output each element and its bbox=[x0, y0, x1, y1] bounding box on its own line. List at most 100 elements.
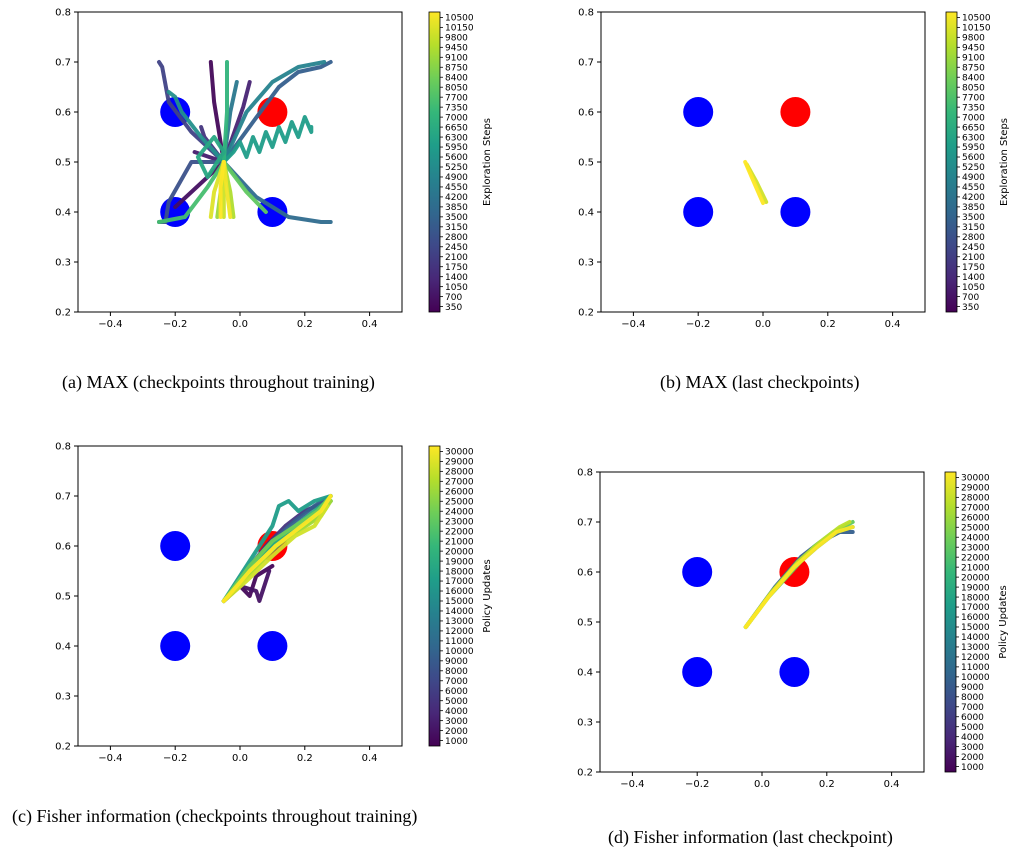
colorbar-tick-label: 3000 bbox=[961, 743, 984, 753]
y-tick-label: 0.2 bbox=[578, 308, 594, 319]
y-tick-label: 0.3 bbox=[578, 258, 594, 269]
colorbar-tick-label: 9800 bbox=[962, 34, 985, 44]
y-tick-label: 0.3 bbox=[577, 718, 593, 729]
colorbar-tick-label: 21000 bbox=[961, 563, 990, 573]
colorbar-tick-label: 11000 bbox=[445, 637, 474, 647]
colorbar-tick-label: 8000 bbox=[445, 667, 468, 677]
x-tick-label: 0.2 bbox=[819, 779, 835, 790]
x-tick-label: 0.0 bbox=[755, 319, 771, 330]
trajectory-line bbox=[743, 160, 765, 205]
colorbar-tick-label: 25000 bbox=[445, 497, 474, 507]
colorbar-tick-label: 13000 bbox=[445, 617, 474, 627]
y-tick-label: 0.5 bbox=[578, 158, 594, 169]
colorbar-tick-label: 10000 bbox=[961, 673, 990, 683]
colorbar-label: Policy Updates bbox=[482, 559, 493, 632]
y-tick-label: 0.4 bbox=[55, 208, 71, 219]
colorbar-tick-label: 4550 bbox=[445, 183, 468, 193]
colorbar-tick-label: 3850 bbox=[962, 203, 985, 213]
colorbar-tick-label: 23000 bbox=[445, 517, 474, 527]
colorbar-tick-label: 3500 bbox=[962, 213, 985, 223]
colorbar-tick-label: 3850 bbox=[445, 203, 468, 213]
y-tick-label: 0.3 bbox=[55, 692, 71, 703]
trajectory-line bbox=[221, 115, 314, 164]
trajectory-line bbox=[221, 60, 327, 164]
colorbar-tick-label: 4000 bbox=[961, 733, 984, 743]
colorbar-tick-label: 15000 bbox=[961, 623, 990, 633]
goal-circle bbox=[780, 97, 811, 127]
colorbar-tick-label: 1750 bbox=[962, 263, 985, 273]
colorbar-tick-label: 4000 bbox=[445, 707, 468, 717]
colorbar-tick-label: 1050 bbox=[962, 283, 985, 293]
colorbar-label: Exploration Steps bbox=[482, 118, 493, 206]
colorbar-tick-label: 25000 bbox=[961, 523, 990, 533]
x-tick-label: 0.2 bbox=[297, 319, 313, 330]
obstacle-circle bbox=[160, 631, 191, 661]
y-tick-label: 0.6 bbox=[55, 108, 71, 119]
y-tick-label: 0.3 bbox=[55, 258, 71, 269]
colorbar-tick-label: 18000 bbox=[445, 567, 474, 577]
panel-d: −0.4 −0.2 0.0 0.2 0.4 0.2 0.3 0.4 0.5 0.6 0.7 0.8 10… bbox=[577, 468, 1009, 791]
trajectory-line bbox=[157, 160, 226, 224]
colorbar-tick-label: 3150 bbox=[445, 223, 468, 233]
colorbar-tick-label: 8050 bbox=[445, 83, 468, 93]
trajectory-line bbox=[218, 160, 226, 219]
obstacle-circle bbox=[683, 97, 714, 127]
colorbar-tick-label: 8000 bbox=[961, 693, 984, 703]
y-tick-label: 0.5 bbox=[55, 592, 71, 603]
colorbar-tick-label: 9100 bbox=[445, 53, 468, 63]
trajectory-line bbox=[221, 160, 333, 224]
colorbar-tick-label: 6300 bbox=[445, 133, 468, 143]
x-tick-label: −0.4 bbox=[620, 779, 644, 790]
colorbar-tick-label: 15000 bbox=[445, 597, 474, 607]
obstacle-circle bbox=[160, 531, 191, 561]
colorbar-tick-label: 7350 bbox=[962, 103, 985, 113]
trajectory-line bbox=[157, 60, 226, 164]
colorbar-tick-label: 17000 bbox=[445, 577, 474, 587]
x-tick-label: −0.2 bbox=[163, 753, 187, 764]
y-tick-label: 0.2 bbox=[55, 742, 71, 753]
x-tick-label: 0.2 bbox=[820, 319, 836, 330]
x-tick-label: 0.2 bbox=[297, 753, 313, 764]
colorbar-tick-label: 8400 bbox=[962, 73, 985, 83]
colorbar-tick-label: 22000 bbox=[961, 553, 990, 563]
x-tick-label: −0.2 bbox=[685, 779, 709, 790]
colorbar-tick-label: 9450 bbox=[445, 44, 468, 54]
colorbar-tick-label: 5250 bbox=[445, 163, 468, 173]
y-tick-label: 0.8 bbox=[577, 468, 593, 479]
colorbar-tick-label: 30000 bbox=[961, 474, 990, 484]
trajectory-line bbox=[221, 60, 333, 164]
y-tick-label: 0.4 bbox=[55, 642, 71, 653]
colorbar-tick-label: 6000 bbox=[961, 713, 984, 723]
colorbar-tick-label: 6650 bbox=[445, 123, 468, 133]
colorbar-tick-label: 26000 bbox=[961, 513, 990, 523]
colorbar-tick-label: 19000 bbox=[961, 583, 990, 593]
colorbar-tick-label: 7350 bbox=[445, 103, 468, 113]
y-tick-label: 0.2 bbox=[577, 768, 593, 779]
colorbar-tick-label: 20000 bbox=[961, 573, 990, 583]
x-tick-label: 0.0 bbox=[232, 319, 248, 330]
trajectory-line bbox=[221, 504, 330, 603]
colorbar-tick-label: 5950 bbox=[962, 143, 985, 153]
colorbar-tick-label: 26000 bbox=[445, 487, 474, 497]
colorbar-tick-label: 9450 bbox=[962, 44, 985, 54]
colorbar-tick-label: 9800 bbox=[445, 34, 468, 44]
obstacle-circle bbox=[257, 631, 288, 661]
colorbar-tick-label: 2800 bbox=[962, 233, 985, 243]
x-tick-label: 0.0 bbox=[232, 753, 248, 764]
colorbar-tick-label: 10500 bbox=[445, 14, 474, 24]
caption-b: (b) MAX (last checkpoints) bbox=[660, 372, 860, 392]
colorbar-tick-label: 4900 bbox=[445, 173, 468, 183]
colorbar-tick-label: 19000 bbox=[445, 557, 474, 567]
colorbar-tick-label: 350 bbox=[962, 303, 979, 313]
y-tick-label: 0.2 bbox=[55, 308, 71, 319]
y-tick-label: 0.6 bbox=[577, 568, 593, 579]
colorbar-tick-label: 2450 bbox=[962, 243, 985, 253]
colorbar-tick-label: 2000 bbox=[961, 753, 984, 763]
colorbar-tick-label: 29000 bbox=[961, 484, 990, 494]
colorbar-tick-label: 6300 bbox=[962, 133, 985, 143]
colorbar-tick-label: 2000 bbox=[445, 727, 468, 737]
obstacle-circle bbox=[682, 557, 713, 587]
colorbar-tick-label: 7700 bbox=[962, 93, 985, 103]
colorbar-tick-label: 7000 bbox=[962, 113, 985, 123]
